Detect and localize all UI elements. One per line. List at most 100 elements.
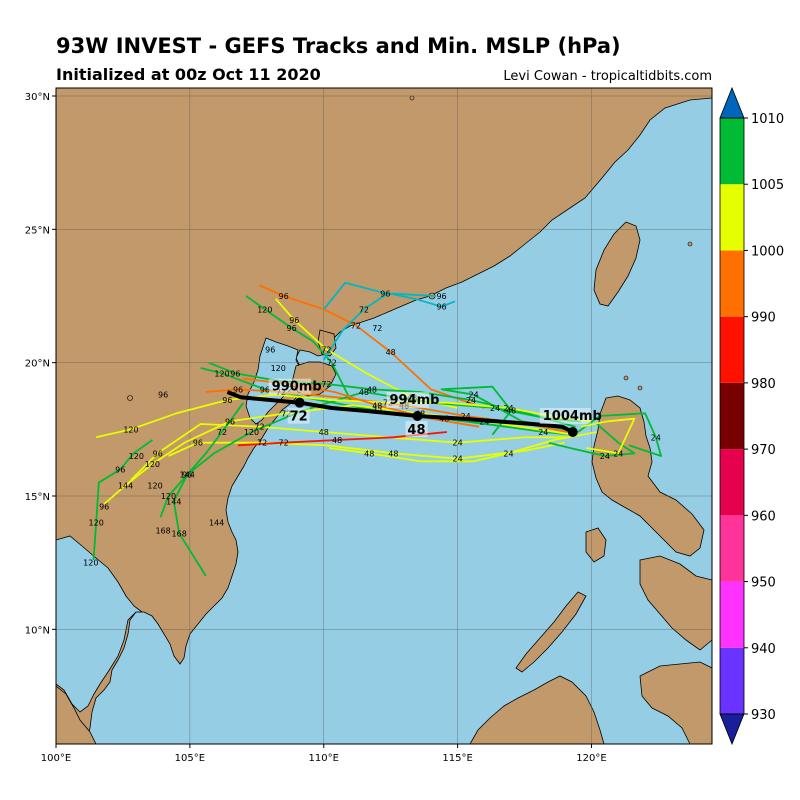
mean-pressure-label: 994mb (389, 393, 439, 408)
forecast-hour-label: 96 (99, 503, 109, 512)
forecast-hour-label: 168 (172, 529, 187, 538)
small-island (623, 375, 629, 381)
forecast-hour-label: 48 (367, 385, 377, 394)
mindoro-island (585, 527, 607, 563)
member-track (245, 295, 352, 401)
forecast-hour-label: 24 (503, 449, 513, 458)
visayas-islands (639, 555, 712, 651)
colorbar-band (720, 250, 744, 317)
forecast-hour-label: 144 (118, 481, 133, 490)
lat-tick-label: 20°N (25, 359, 50, 370)
forecast-hour-label: 96 (260, 385, 270, 394)
colorbar-band (720, 118, 744, 185)
forecast-hour-label: 48 (332, 436, 342, 445)
forecast-hour-label: 48 (372, 401, 382, 410)
forecast-hour-label: 24 (453, 455, 463, 464)
forecast-hour-label: 24 (651, 433, 661, 442)
forecast-hour-label: 96 (182, 471, 192, 480)
axis-ticks: 100°E 105°E 110°E 115°E 120°E 10°N 15°N 20°N 25°… (25, 92, 607, 764)
forecast-hour-label: 120 (214, 369, 229, 378)
mean-track-point (412, 411, 423, 421)
init-time-subtitle: Initialized at 00z Oct 11 2020 (56, 65, 321, 84)
forecast-hour-label: 120 (89, 519, 104, 528)
member-track (580, 417, 636, 455)
luzon-island (591, 395, 705, 557)
palawan-island (515, 591, 587, 673)
member-track (172, 391, 581, 577)
forecast-hour-label: 24 (490, 404, 500, 413)
pressure-label-bg (539, 408, 591, 424)
colorbar-over-extension (719, 86, 745, 119)
forecast-hour-label: 144 (180, 471, 195, 480)
colorbar-tick-label: 950 (751, 576, 776, 591)
forecast-hour-label: 96 (289, 316, 299, 325)
forecast-hour-label: 24 (503, 404, 513, 413)
forecast-hour-label: 120 (244, 428, 259, 437)
mean-pressure-label: 990mb (272, 380, 322, 395)
forecast-hour-label: 120 (257, 305, 272, 314)
pressure-label-bg (268, 378, 312, 395)
forecast-hour-label: 96 (153, 449, 163, 458)
colorbar-tick-label: 940 (751, 642, 776, 657)
forecast-hour-label: 72 (217, 428, 227, 437)
mean-pressure-label: 1004mb (543, 409, 602, 424)
author-credit: Levi Cowan - tropicaltidbits.com (503, 69, 712, 84)
lon-tick-label: 105°E (175, 753, 205, 764)
forecast-hour-label: 120 (123, 425, 138, 434)
hour-label-bg (287, 407, 310, 424)
small-island (687, 241, 693, 247)
forecast-hour-label: 144 (209, 519, 224, 528)
lat-tick-label: 25°N (25, 225, 50, 236)
colorbar-tick-label: 1000 (751, 244, 784, 259)
small-island (127, 395, 133, 401)
forecast-hour-label: 120 (161, 492, 176, 501)
colorbar-band (720, 449, 744, 516)
mean-hour-label: 48 (407, 423, 425, 438)
forecast-hour-label: 24 (453, 439, 463, 448)
forecast-hour-label: 48 (388, 449, 398, 458)
member-track (548, 423, 636, 457)
forecast-hour-label: 24 (466, 396, 476, 405)
forecast-hour-label: 96 (222, 396, 232, 405)
forecast-hour-label: 96 (436, 292, 446, 301)
forecast-hour-label: 48 (364, 449, 374, 458)
member-track (159, 402, 245, 518)
forecast-hour-label: 24 (469, 391, 479, 400)
chart-title: 93W INVEST - GEFS Tracks and Min. MSLP (… (56, 34, 621, 58)
hainan-island (291, 361, 337, 397)
colorbar-tick-label: 930 (751, 708, 776, 723)
mindanao-island (639, 661, 712, 744)
forecast-hour-label: 96 (436, 303, 446, 312)
forecast-hour-label: 96 (230, 369, 240, 378)
borneo-island (469, 675, 605, 744)
colorbar-band (720, 382, 744, 450)
forecast-hour-label: 72 (257, 439, 267, 448)
colorbar-band (720, 184, 744, 251)
forecast-hour-label: 24 (613, 449, 623, 458)
colorbar-frame (719, 117, 745, 715)
forecast-hour-label: 72 (351, 321, 361, 330)
member-track (92, 439, 153, 561)
colorbar-under-extension (719, 713, 745, 746)
forecast-hour-label: 72 (278, 439, 288, 448)
lon-tick-label: 100°E (41, 753, 71, 764)
forecast-hour-label: 48 (506, 407, 516, 416)
forecast-hour-label: 120 (83, 559, 98, 568)
forecast-hour-label: 144 (166, 497, 181, 506)
forecast-hour-label: 120 (147, 481, 162, 490)
colorbar-tick-label: 1010 (751, 112, 784, 127)
taiwan-island (593, 221, 641, 307)
forecast-hour-label: 72 (276, 388, 286, 397)
member-track (130, 423, 571, 481)
forecast-hour-label: 72 (281, 409, 291, 418)
forecast-hour-label: 96 (278, 292, 288, 301)
forecast-hour-label: 24 (461, 412, 471, 421)
colorbar-tick-label: 970 (751, 443, 776, 458)
forecast-hour-label: 72 (327, 359, 337, 368)
forecast-hour-label: 72 (254, 423, 264, 432)
forecast-hour-label: 96 (225, 417, 235, 426)
member-track (328, 431, 598, 463)
lon-tick-label: 120°E (576, 753, 606, 764)
forecast-hour-label: 48 (319, 428, 329, 437)
